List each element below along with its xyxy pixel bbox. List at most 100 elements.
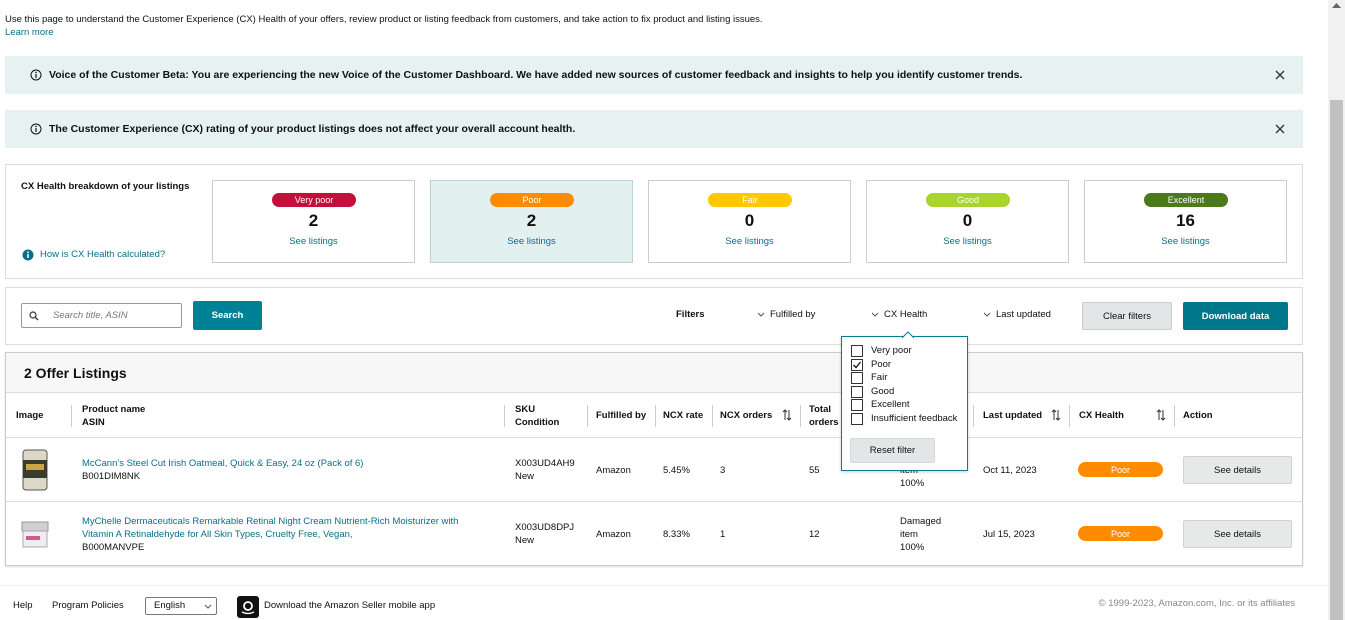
total-orders: 12 [809, 528, 820, 540]
column-header: NCX rate [663, 393, 703, 438]
column-divider [71, 405, 72, 427]
fulfilled-by: Amazon [596, 464, 631, 476]
filter-checkbox[interactable] [851, 399, 863, 411]
column-header-text: Fulfilled by [596, 410, 647, 421]
filter-chevron [871, 312, 879, 317]
filter-option-label[interactable]: Excellent [871, 399, 910, 410]
close-x [1275, 70, 1285, 80]
filter-option-label[interactable]: Good [871, 385, 895, 397]
fulfilled-by-filter[interactable]: Fulfilled by [770, 309, 816, 320]
filter-option-label[interactable]: Poor [871, 358, 892, 370]
cx-count: 16 [1176, 211, 1195, 230]
sort-icon[interactable] [1051, 409, 1061, 421]
sort-arrows [1156, 409, 1166, 421]
ncx-orders-cell: 3 [720, 438, 780, 502]
ncx-rate: 5.45% [663, 464, 690, 476]
see-details-button[interactable]: See details [1183, 456, 1292, 484]
ncx-orders-cell: 1 [720, 502, 780, 566]
cx-card[interactable]: Poor 2 See listings [430, 180, 633, 263]
column-header: Fulfilled by [596, 393, 646, 438]
column-header-text: CX Health [1079, 410, 1124, 421]
language-select[interactable]: English [145, 597, 217, 615]
column-header: NCX orders [720, 393, 772, 438]
column-header-text: Image [16, 410, 44, 421]
footer-divider [0, 585, 1328, 586]
see-listings-link[interactable]: See listings [289, 236, 338, 247]
filter-option-label[interactable]: Fair [871, 372, 888, 383]
see-listings-link[interactable]: See listings [1161, 236, 1210, 247]
product-name-link[interactable]: MyChelle Dermaceuticals Remarkable Retin… [82, 515, 459, 540]
sort-icon[interactable] [1156, 409, 1166, 421]
download-data-button[interactable]: Download data [1183, 302, 1288, 330]
column-header: CX Health [1079, 393, 1124, 438]
cx-count: 0 [744, 211, 755, 230]
asin: B001DIM8NK [82, 471, 141, 482]
jar-label [26, 536, 40, 540]
filter-checkbox[interactable] [851, 385, 863, 398]
language-value: English [154, 600, 186, 611]
select-chevron [204, 604, 212, 609]
footer-policies-link[interactable]: Program Policies [52, 600, 124, 611]
see-listings-link[interactable]: See listings [507, 236, 556, 247]
info-icon [30, 69, 42, 81]
scroll-up-arrow[interactable] [1332, 2, 1341, 8]
see-listings-link[interactable]: See listings [943, 236, 992, 247]
cx-card[interactable]: Good 0 See listings [866, 180, 1069, 263]
product-name-link[interactable]: McCann's Steel Cut Irish Oatmeal, Quick … [82, 458, 364, 469]
close-button[interactable] [1275, 124, 1285, 134]
cx-pill: Fair [708, 193, 792, 207]
filter-option-label[interactable]: Insufficient feedback [871, 412, 958, 424]
cx-pill: Poor [490, 193, 574, 207]
column-divider [1174, 405, 1175, 427]
top-reason: Damaged item [900, 515, 942, 540]
filter-checkbox[interactable] [851, 412, 863, 425]
column-header-text: NCX orders [720, 410, 773, 421]
info-banner: Voice of the Customer Beta: You are expe… [5, 56, 1303, 94]
footer-app-link[interactable]: Download the Amazon Seller mobile app [264, 600, 436, 611]
cx-count: 0 [962, 211, 973, 230]
search-button[interactable]: Search [193, 301, 262, 330]
arrow [1332, 3, 1341, 8]
checkmark [853, 361, 862, 368]
notch [902, 331, 914, 338]
cx-health-filter[interactable]: CX Health [884, 309, 928, 320]
cx-help-link[interactable]: How is CX Health calculated? [40, 249, 166, 260]
jar-lid [21, 521, 49, 532]
checkbox-box [851, 385, 863, 398]
last-updated-filter[interactable]: Last updated [996, 309, 1051, 320]
see-details-button[interactable]: See details [1183, 520, 1292, 548]
column-divider [712, 405, 713, 427]
ncx-orders: 1 [720, 528, 726, 540]
cx-health-pill: Poor [1078, 462, 1163, 477]
filter-checkbox[interactable] [851, 345, 863, 357]
cx-card[interactable]: Fair 0 See listings [648, 180, 851, 263]
learn-more-link[interactable]: Learn more [5, 27, 54, 38]
cx-card[interactable]: Very poor 2 See listings [212, 180, 415, 263]
reset-filter-button[interactable]: Reset filter [850, 438, 935, 463]
cx-count: 2 [526, 211, 537, 230]
clear-filters-button[interactable]: Clear filters [1082, 302, 1172, 330]
column-divider [655, 405, 656, 427]
scrollbar-thumb[interactable] [1330, 100, 1343, 620]
column-header: Action [1183, 393, 1213, 438]
footer-help-link[interactable]: Help [13, 600, 33, 611]
column-header: Image [16, 393, 43, 438]
sort-icon[interactable] [782, 409, 792, 421]
ncx-rate: 8.33% [663, 528, 690, 540]
cx-card[interactable]: Excellent 16 See listings [1084, 180, 1287, 263]
search-input[interactable]: Search title, ASIN [21, 303, 182, 328]
sku-cell: X003UD8DPJ New [515, 502, 590, 566]
chevron-path [204, 604, 212, 609]
table-row: MyChelle Dermaceuticals Remarkable Retin… [6, 502, 1302, 566]
close-button[interactable] [1275, 70, 1285, 80]
condition: New [515, 535, 535, 546]
info-icon [30, 123, 42, 135]
filter-checkbox[interactable] [851, 372, 863, 384]
filter-checkbox[interactable] [851, 358, 863, 371]
filter-option-label[interactable]: Very poor [871, 345, 912, 356]
column-header: Last updated [983, 393, 1042, 438]
ncx-rate-cell: 5.45% [663, 438, 713, 502]
see-listings-link[interactable]: See listings [725, 236, 774, 247]
